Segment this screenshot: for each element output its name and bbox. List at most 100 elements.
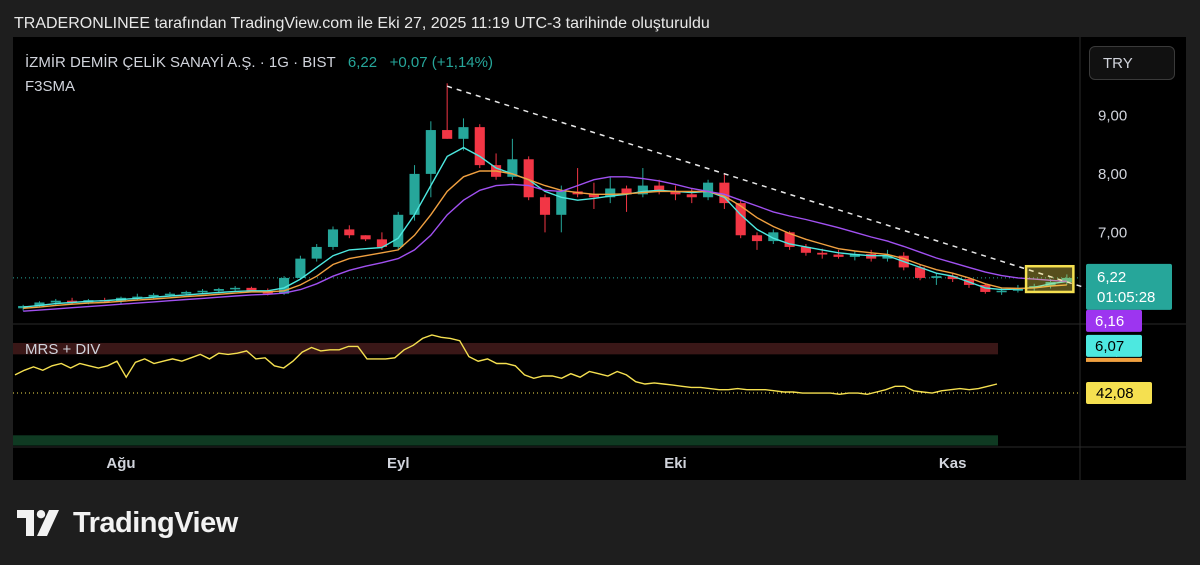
candle-body [34, 302, 45, 306]
candle-body [800, 246, 811, 253]
currency-button[interactable]: TRY [1089, 46, 1175, 80]
candle-body [409, 173, 420, 215]
candle [670, 185, 681, 201]
candle [768, 229, 779, 245]
ma-slow-price-tag [1086, 309, 1142, 332]
candle-body [458, 127, 469, 139]
candle-body [882, 255, 893, 259]
candle-body [719, 182, 730, 204]
candle [784, 231, 795, 250]
candle [491, 153, 502, 180]
candle [34, 301, 45, 308]
ma-mid-price-tag [1086, 357, 1142, 362]
candle [393, 211, 404, 250]
candle-body [637, 185, 648, 195]
candle [719, 173, 730, 209]
candle-body [132, 296, 143, 299]
candle [474, 124, 485, 169]
candle [947, 273, 958, 283]
time-tick-label: Eki [664, 455, 687, 472]
candle-body [279, 277, 290, 294]
candle-body [18, 305, 29, 309]
candle-body [442, 130, 453, 139]
last-price-tag [1086, 263, 1172, 310]
mrs-indicator-label[interactable]: MRS + DIV [25, 341, 101, 358]
ma-fast-price-tag-value: 6,07 [1095, 338, 1124, 355]
price-tick-label: 9,00 [1098, 107, 1127, 124]
candle [686, 188, 697, 204]
candle-body [246, 287, 257, 291]
candle-body [197, 290, 208, 293]
candle-body [931, 276, 942, 278]
candle [523, 156, 534, 201]
candle [442, 83, 453, 139]
candle [621, 185, 632, 212]
chart-canvas[interactable]: 9,008,007,0080,00AğuEylEkiKas6,2201:05:2… [13, 37, 1186, 480]
ma-fast-line [23, 146, 1067, 308]
candle-body [1061, 277, 1072, 283]
time-tick-label: Ağu [106, 455, 135, 472]
candle-body [605, 188, 616, 198]
candle-body [833, 254, 844, 257]
symbol-header: İZMİR DEMİR ÇELİK SANAYİ A.Ş. · 1G · BIS… [25, 54, 493, 71]
ma-slow-line [23, 176, 1067, 312]
candle-body [523, 159, 534, 198]
countdown-timer: 01:05:28 [1097, 289, 1155, 306]
candle [507, 138, 518, 180]
candle [1061, 274, 1072, 285]
mrs-band-1 [13, 435, 998, 446]
time-tick-label: Eyl [387, 455, 410, 472]
candle-body [784, 232, 795, 247]
candle [458, 118, 469, 151]
candle [751, 232, 763, 250]
price-change: +0,07 (+1,14%) [389, 54, 493, 71]
candle-body [344, 229, 355, 236]
symbol-name: İZMİR DEMİR ÇELİK SANAYİ A.Ş. · 1G · BIS… [25, 54, 336, 71]
candle [279, 276, 290, 295]
ma-slow-price-tag-value: 6,16 [1095, 313, 1124, 330]
candle [800, 244, 811, 256]
candle-body [164, 293, 175, 296]
candle-body [621, 188, 632, 195]
candle [931, 273, 942, 285]
candle-body [425, 130, 436, 174]
candle-body [393, 214, 404, 247]
candle-body [539, 197, 551, 215]
highlight-box [1024, 264, 1075, 294]
candle-body [181, 291, 192, 294]
chart-svg[interactable]: 9,008,007,0080,00AğuEylEkiKas6,2201:05:2… [13, 37, 1186, 480]
ma-mid-line [23, 170, 1067, 309]
last-price: 6,22 [347, 54, 378, 71]
candle-body [327, 229, 339, 247]
candle [588, 182, 599, 209]
candle-body [311, 246, 322, 259]
candle-body [751, 235, 763, 242]
mrs-line [14, 334, 998, 396]
indicator-label[interactable]: F3SMA [25, 78, 76, 95]
candle-body [947, 276, 958, 280]
candle-body [360, 235, 371, 240]
mrs-value-tag [1086, 382, 1152, 405]
ma-fast-price-tag [1086, 334, 1142, 357]
candle-body [670, 191, 681, 195]
candle-body [474, 127, 485, 166]
mrs-band-0 [13, 342, 998, 355]
price-tick-label: 7,00 [1098, 224, 1127, 241]
candle-body [148, 294, 159, 297]
candle [344, 225, 355, 239]
candle-body [295, 258, 306, 278]
candle [327, 226, 339, 250]
candle-body [915, 267, 926, 278]
price-tick-label: 8,00 [1098, 166, 1127, 183]
candle-body [654, 185, 665, 192]
chart-caption: TRADERONLINEE tarafından TradingView.com… [14, 15, 710, 32]
candle [849, 251, 860, 261]
candle-body [849, 253, 860, 257]
candle-body [703, 182, 714, 198]
candle-body [588, 194, 599, 198]
candle [605, 176, 616, 204]
candle-body [556, 191, 567, 215]
candle-body [376, 239, 387, 247]
candle [833, 249, 844, 259]
candle-body [230, 287, 241, 290]
